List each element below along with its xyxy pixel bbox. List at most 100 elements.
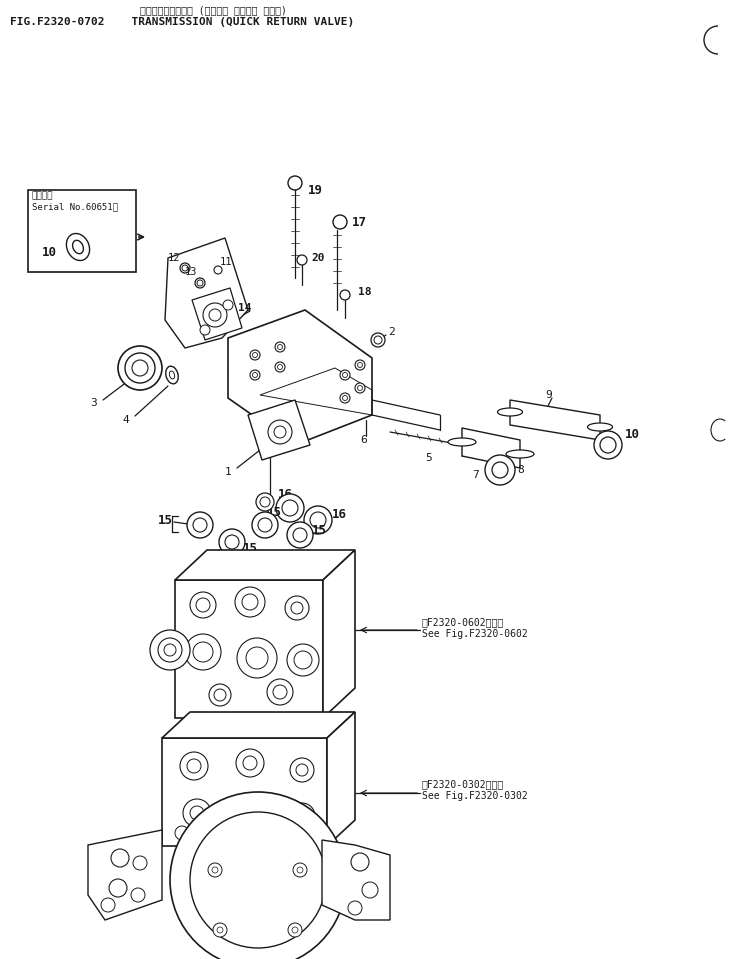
Polygon shape	[248, 400, 310, 460]
Ellipse shape	[588, 423, 612, 431]
Text: 15: 15	[312, 524, 327, 536]
Circle shape	[296, 764, 308, 776]
Circle shape	[485, 455, 515, 485]
Text: 12: 12	[168, 253, 180, 263]
Text: 3: 3	[90, 398, 96, 408]
Circle shape	[304, 506, 332, 534]
Polygon shape	[510, 400, 600, 440]
Bar	[28, 190, 136, 272]
Circle shape	[175, 826, 189, 840]
Text: 5: 5	[425, 453, 432, 463]
Circle shape	[132, 360, 148, 376]
Text: 11: 11	[220, 257, 232, 267]
Circle shape	[182, 265, 188, 271]
Circle shape	[288, 176, 302, 190]
Circle shape	[358, 363, 363, 367]
Ellipse shape	[165, 366, 178, 384]
Polygon shape	[162, 712, 355, 738]
Circle shape	[193, 642, 213, 662]
Text: トランスミッション (クイック リターン バルブ): トランスミッション (クイック リターン バルブ)	[140, 5, 287, 15]
Circle shape	[158, 638, 182, 662]
Circle shape	[180, 263, 190, 273]
Circle shape	[190, 592, 216, 618]
Circle shape	[358, 386, 363, 390]
Circle shape	[214, 689, 226, 701]
Circle shape	[214, 266, 222, 274]
Polygon shape	[192, 288, 242, 340]
Circle shape	[340, 290, 350, 300]
Circle shape	[237, 638, 277, 678]
Circle shape	[118, 346, 162, 390]
Text: 16: 16	[332, 507, 347, 521]
Text: 8: 8	[517, 465, 524, 475]
Circle shape	[355, 383, 365, 393]
Circle shape	[208, 863, 222, 877]
Circle shape	[348, 901, 362, 915]
Circle shape	[164, 644, 176, 656]
Circle shape	[594, 431, 622, 459]
Circle shape	[355, 360, 365, 370]
Text: 9: 9	[545, 390, 552, 400]
Circle shape	[275, 342, 285, 352]
Text: 18: 18	[358, 287, 372, 297]
Circle shape	[289, 803, 315, 829]
Circle shape	[293, 863, 307, 877]
Circle shape	[225, 535, 239, 549]
Polygon shape	[165, 238, 248, 348]
Circle shape	[278, 344, 283, 349]
Circle shape	[374, 336, 382, 344]
Circle shape	[267, 679, 293, 705]
Circle shape	[275, 362, 285, 372]
Circle shape	[252, 353, 257, 358]
Circle shape	[195, 278, 205, 288]
Circle shape	[203, 303, 227, 327]
Circle shape	[310, 512, 326, 528]
Circle shape	[180, 752, 208, 780]
Circle shape	[209, 309, 221, 321]
Text: 13: 13	[185, 267, 197, 277]
Text: 2: 2	[388, 327, 395, 337]
Circle shape	[196, 598, 210, 612]
Ellipse shape	[506, 450, 534, 458]
Circle shape	[101, 898, 115, 912]
Ellipse shape	[169, 371, 174, 379]
Text: 10: 10	[42, 246, 57, 260]
Text: 第F2320-0602図参照: 第F2320-0602図参照	[422, 617, 505, 627]
Circle shape	[268, 420, 292, 444]
Polygon shape	[88, 830, 162, 920]
Ellipse shape	[73, 241, 83, 254]
Circle shape	[193, 518, 207, 532]
Circle shape	[293, 528, 307, 542]
Circle shape	[183, 799, 211, 827]
Bar	[175, 580, 323, 718]
Circle shape	[187, 512, 213, 538]
Circle shape	[240, 799, 268, 827]
Text: 15: 15	[267, 505, 282, 519]
Text: 6: 6	[360, 435, 367, 445]
Circle shape	[246, 647, 268, 669]
Circle shape	[219, 529, 245, 555]
Circle shape	[296, 810, 308, 822]
Circle shape	[290, 758, 314, 782]
Text: 19: 19	[308, 183, 323, 197]
Circle shape	[190, 812, 326, 948]
Circle shape	[273, 827, 287, 841]
Circle shape	[294, 651, 312, 669]
Circle shape	[220, 829, 234, 843]
Polygon shape	[228, 310, 372, 445]
Text: 第F2320-0302図参照: 第F2320-0302図参照	[422, 779, 505, 789]
Polygon shape	[323, 550, 355, 718]
Text: 20: 20	[311, 253, 324, 263]
Circle shape	[109, 879, 127, 897]
Text: 4: 4	[122, 415, 129, 425]
Circle shape	[170, 792, 346, 959]
Circle shape	[217, 927, 223, 933]
Circle shape	[200, 325, 210, 335]
Text: 10: 10	[625, 429, 640, 441]
Circle shape	[282, 500, 298, 516]
Circle shape	[340, 393, 350, 403]
Ellipse shape	[66, 233, 90, 261]
Circle shape	[351, 853, 369, 871]
Bar	[162, 738, 327, 846]
Circle shape	[250, 350, 260, 360]
